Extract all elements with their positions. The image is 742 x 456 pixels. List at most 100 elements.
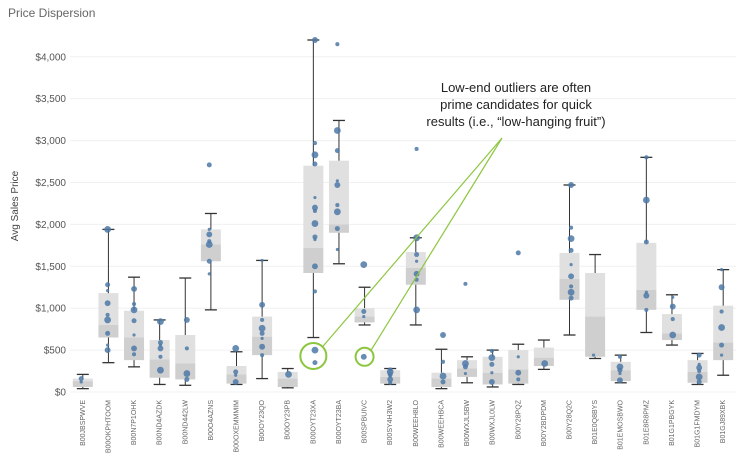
data-point xyxy=(413,270,420,277)
data-point xyxy=(131,301,137,307)
data-point xyxy=(207,272,211,276)
data-point xyxy=(568,247,574,253)
data-point xyxy=(312,141,317,146)
category-group: B00OKPHTOOM xyxy=(98,226,119,453)
data-point xyxy=(183,316,190,323)
data-point xyxy=(335,42,340,47)
category-group: B00ND4AZDK xyxy=(149,318,170,445)
data-point xyxy=(541,360,549,367)
category-group: B01G1PBGYK xyxy=(661,294,682,446)
data-point xyxy=(696,379,702,385)
x-tick-label: B00OYT23XA xyxy=(310,400,317,444)
data-point xyxy=(206,162,212,168)
x-tick-label: B00WXJL0LW xyxy=(490,400,497,445)
category-group: B00Y28Q2C xyxy=(559,182,580,439)
data-point xyxy=(360,353,367,360)
category-group: B00SY4H3W2 xyxy=(380,367,401,445)
data-point xyxy=(489,361,495,367)
data-point xyxy=(104,226,112,233)
data-point xyxy=(157,340,163,346)
y-tick-label: $1,500 xyxy=(35,262,66,273)
data-point xyxy=(106,343,110,347)
category-group: B00Y28PQZ xyxy=(508,250,529,439)
data-point xyxy=(105,312,110,317)
category-group: B00JBSPWVE xyxy=(72,373,93,446)
data-point xyxy=(334,148,340,154)
data-point xyxy=(157,366,164,374)
data-point xyxy=(79,380,83,384)
data-point xyxy=(567,288,575,296)
category-group: B01G1FMDYM xyxy=(687,352,708,448)
data-point xyxy=(616,377,623,384)
data-point xyxy=(695,373,703,381)
x-tick-label: B00Y28PQZ xyxy=(515,399,522,439)
data-point xyxy=(158,354,163,359)
x-tick-label: B01G1FMDYM xyxy=(695,400,702,448)
data-point xyxy=(591,353,596,357)
data-point xyxy=(105,330,111,336)
data-point xyxy=(334,226,340,232)
data-point xyxy=(334,182,341,188)
x-tick-label: B00WXJL5BW xyxy=(464,400,471,447)
x-tick-label: B00Y28Q2C xyxy=(567,400,574,439)
box-upper xyxy=(508,350,529,370)
data-point xyxy=(106,288,110,293)
data-point xyxy=(642,196,650,204)
data-point xyxy=(311,37,318,43)
data-point xyxy=(234,373,238,377)
data-point xyxy=(104,300,111,307)
data-point xyxy=(488,354,496,362)
box-upper xyxy=(713,305,734,343)
category-group: B00SPBUIVC xyxy=(354,261,375,443)
category-group: B00WXJL5BW xyxy=(457,281,478,447)
data-point xyxy=(696,364,703,371)
data-point xyxy=(669,303,676,310)
box-upper xyxy=(661,314,682,334)
data-point xyxy=(440,359,446,364)
data-point xyxy=(313,195,317,200)
x-tick-label: B00ND4AZDK xyxy=(157,400,164,445)
box-upper xyxy=(98,293,119,325)
category-group: B00ND442LW xyxy=(175,277,196,444)
x-tick-label: B00SPBUIVC xyxy=(362,400,369,443)
annotation-connector-line xyxy=(370,137,503,351)
data-point xyxy=(361,309,367,315)
category-group: B00OY23QO xyxy=(252,258,273,441)
data-point xyxy=(333,208,341,216)
data-point xyxy=(311,151,319,159)
data-point xyxy=(440,332,446,338)
data-point xyxy=(132,333,136,337)
x-tick-label: B01EMOSBWO xyxy=(618,399,625,449)
x-tick-label: B00JBSPWVE xyxy=(80,400,87,446)
box-lower xyxy=(585,316,606,357)
x-tick-label: B01GJ89XBK xyxy=(720,400,727,444)
category-group: B00O4AZNS xyxy=(200,162,221,440)
data-point xyxy=(259,330,265,336)
data-point xyxy=(206,258,212,264)
data-point xyxy=(206,231,213,238)
data-point xyxy=(516,377,521,382)
data-point xyxy=(207,239,212,244)
data-point xyxy=(643,292,650,299)
data-point xyxy=(104,347,111,354)
data-point xyxy=(259,343,266,350)
data-point xyxy=(157,345,164,352)
x-tick-label: B00OYT23BA xyxy=(336,400,343,444)
y-tick-label: $3,000 xyxy=(35,136,66,147)
data-point xyxy=(440,379,446,385)
category-group: B00OY23PB xyxy=(277,367,298,440)
data-point xyxy=(285,371,292,378)
data-point xyxy=(719,268,724,272)
data-point xyxy=(644,307,649,312)
x-tick-label: B00WEEH8LO xyxy=(413,399,420,446)
data-point xyxy=(260,258,264,263)
box-lower xyxy=(610,370,631,382)
data-point xyxy=(335,179,339,183)
data-point xyxy=(671,295,675,299)
data-point xyxy=(312,289,317,294)
data-point xyxy=(718,284,725,291)
data-point xyxy=(618,371,622,376)
box-upper xyxy=(328,160,349,225)
box-upper xyxy=(559,252,580,279)
data-point xyxy=(643,239,649,245)
